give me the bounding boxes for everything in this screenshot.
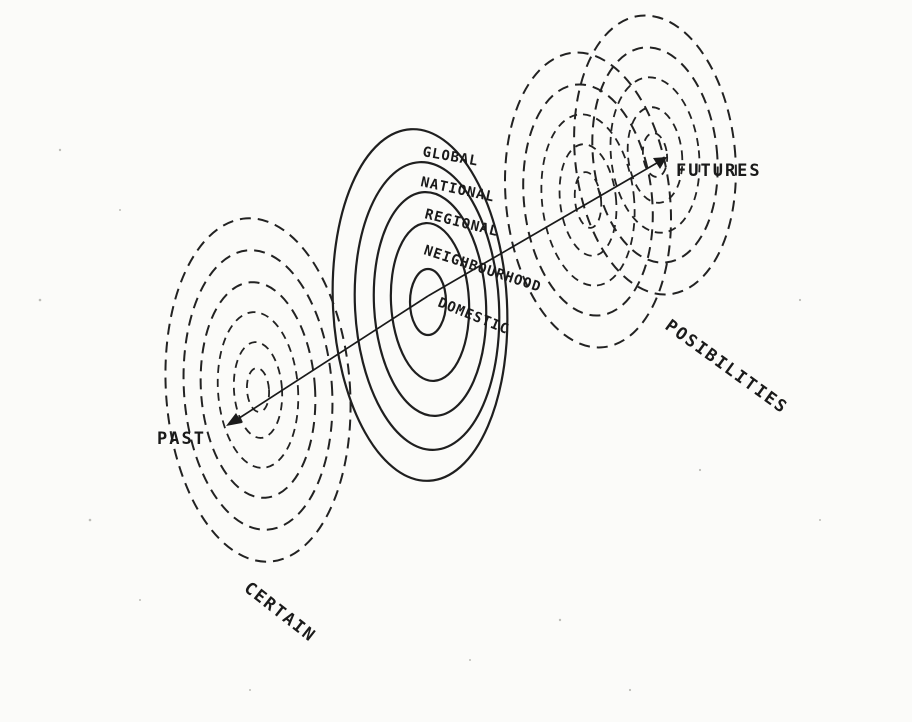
scale-labels: GLOBAL NATIONAL REGIONAL NEIGHBOURHOOD D…	[419, 144, 543, 338]
paper-texture	[38, 148, 821, 692]
label-global: GLOBAL	[421, 144, 479, 170]
futures-contours-b	[573, 14, 737, 296]
time-arrow	[226, 157, 667, 426]
past-label: PAST	[157, 429, 206, 449]
arrow-to-futures	[427, 159, 663, 297]
futures-label: FUTURES	[676, 161, 762, 181]
arrow-to-past	[229, 295, 429, 425]
arrowhead-futures	[653, 157, 667, 169]
futures-caption: POSIBILITIES	[661, 316, 792, 418]
arrowhead-past	[226, 413, 242, 426]
label-regional: REGIONAL	[423, 206, 500, 240]
futures-contours-a	[503, 51, 673, 349]
label-national: NATIONAL	[419, 174, 496, 205]
past-contours	[164, 217, 352, 563]
present-contours	[331, 128, 509, 482]
label-neighbourhood: NEIGHBOURHOOD	[422, 243, 544, 296]
past-caption: CERTAIN	[240, 578, 320, 646]
